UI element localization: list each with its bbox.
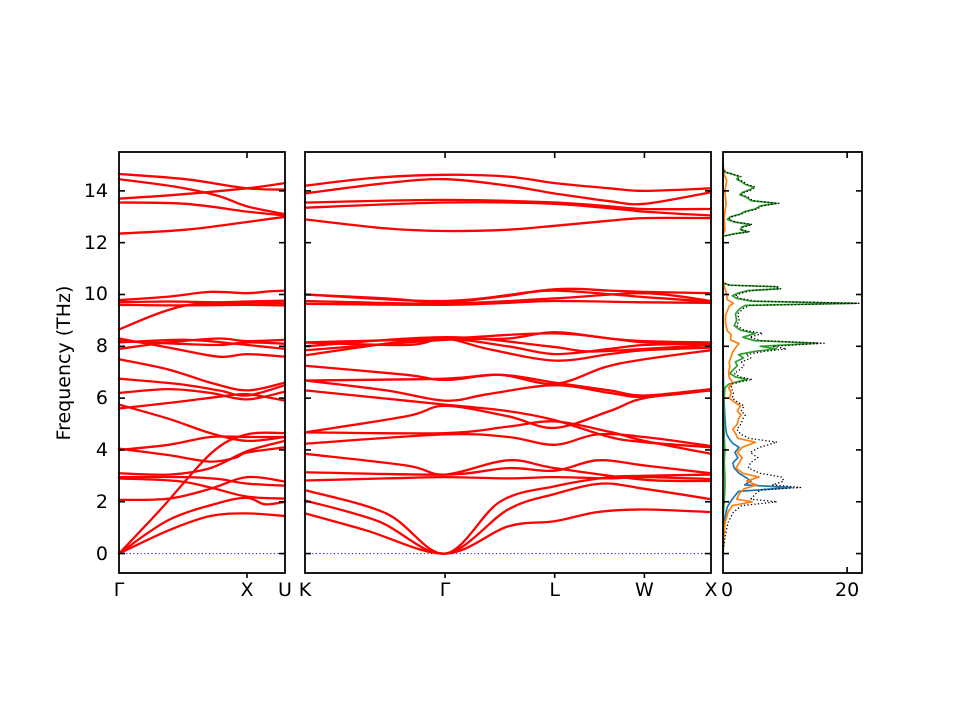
phonon-band — [303, 201, 713, 217]
kpoint-label-X: X — [240, 579, 254, 601]
ytick-label-2: 2 — [95, 490, 108, 513]
phonon-band — [303, 178, 713, 206]
phonon-band — [117, 303, 287, 307]
phonon-band — [303, 349, 713, 386]
middle-band-plot — [303, 151, 713, 578]
phonon-band — [117, 475, 287, 502]
phonon-band — [303, 299, 713, 307]
pdos-green-curve — [722, 167, 858, 554]
phonon-band — [303, 292, 713, 305]
phonon-band — [303, 216, 713, 233]
phonon-band — [303, 473, 713, 555]
phonon-band — [117, 512, 287, 555]
phonon-band — [303, 389, 713, 449]
kpoint-label-Γ: Γ — [439, 579, 451, 601]
dos-plot — [722, 151, 863, 574]
kpoint-label-U: U — [278, 579, 292, 601]
dos-xtick-label-0: 0 — [720, 579, 734, 601]
phonon-band — [117, 181, 287, 200]
phonon-band — [303, 173, 713, 193]
ytick-label-10: 10 — [83, 283, 108, 306]
ytick-label-6: 6 — [95, 387, 108, 410]
ytick-label-4: 4 — [95, 438, 108, 461]
dos-xtick-label-20: 20 — [835, 579, 860, 601]
kpoint-label-X: X — [704, 579, 718, 601]
phonon-band — [117, 337, 287, 351]
band-panel-gamma-x-u — [117, 151, 287, 578]
phonon-band — [303, 432, 713, 448]
phonon-band — [117, 215, 287, 235]
total-dos-curve — [722, 167, 860, 554]
phonon-band — [117, 358, 287, 392]
phonon-band — [117, 301, 287, 331]
ytick-label-0: 0 — [95, 542, 108, 565]
phonon-band — [117, 289, 287, 302]
phonon-band — [303, 379, 713, 402]
phonon-band — [303, 475, 713, 482]
y-axis-label: Frequency (THz) — [53, 285, 75, 441]
phonon-band — [117, 172, 287, 191]
ytick-label-8: 8 — [95, 335, 108, 358]
phonon-band — [117, 403, 287, 443]
phonon-band — [117, 299, 287, 304]
pdos-orange-curve — [722, 159, 760, 554]
phonon-band — [117, 439, 287, 476]
panel-frame — [722, 151, 863, 574]
phonon-band — [303, 364, 713, 397]
phonon-band — [117, 496, 287, 555]
kpoint-label-Γ: Γ — [113, 579, 125, 601]
phonon-band — [117, 431, 287, 555]
left-band-plot — [117, 151, 287, 578]
phonon-band — [303, 459, 713, 476]
kpoint-label-W: W — [635, 579, 654, 601]
phonon-band — [117, 178, 287, 216]
panel-frame — [304, 151, 712, 574]
phonon-band — [303, 337, 713, 362]
ytick-label-12: 12 — [83, 231, 108, 254]
phonon-band — [117, 201, 287, 217]
pdos-blue-curve — [722, 159, 793, 554]
ytick-label-14: 14 — [83, 179, 108, 202]
phonon-band — [303, 420, 713, 455]
phonon-band — [303, 198, 713, 211]
phonon-band — [117, 387, 287, 401]
phonon-band — [303, 332, 713, 345]
phonon-band — [303, 482, 713, 555]
phonon-band — [303, 289, 713, 304]
kpoint-label-L: L — [549, 579, 560, 601]
band-panel-k-gamma-l-w-x — [303, 151, 713, 578]
panel-frame — [118, 151, 286, 574]
phonon-band — [117, 392, 287, 410]
phonon-band — [117, 477, 287, 500]
phonon-band — [303, 508, 713, 555]
phonon-band — [303, 389, 713, 434]
phonon-band — [117, 446, 287, 463]
dos-panel — [722, 151, 863, 574]
phonon-band — [117, 377, 287, 397]
phonon-band — [117, 338, 287, 351]
phonon-band — [117, 435, 287, 452]
kpoint-label-K: K — [298, 579, 312, 601]
phonon-band — [117, 475, 287, 487]
phonon-band — [303, 452, 713, 483]
